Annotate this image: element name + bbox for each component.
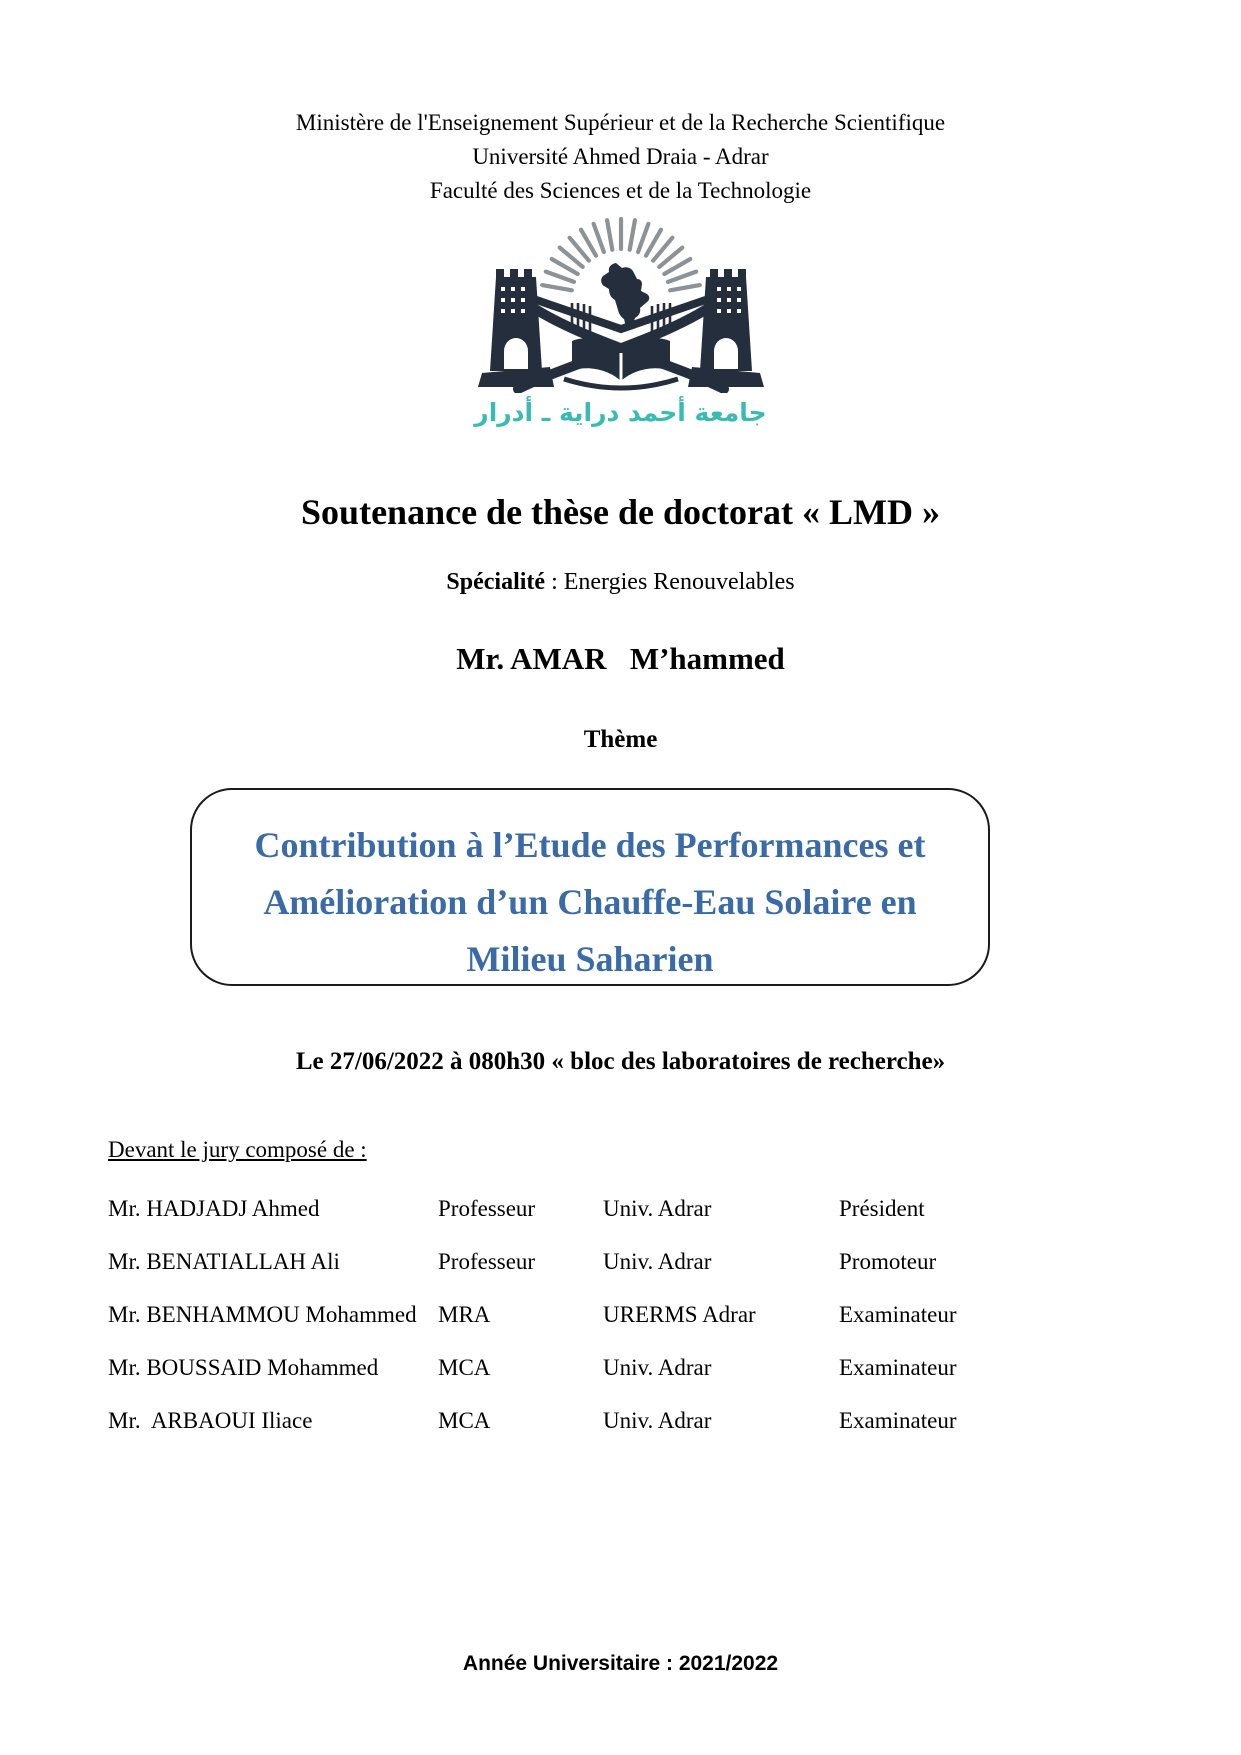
jury-member-grade: MRA (438, 1301, 491, 1327)
ministry-line: Ministère de l'Enseignement Supérieur et… (295, 110, 946, 135)
left-tower-icon (477, 269, 554, 387)
jury-member-affiliation: Univ. Adrar (603, 1407, 712, 1433)
thesis-title-line-3: Milieu Saharien (466, 939, 714, 979)
jury-heading: Devant le jury composé de : (108, 1137, 367, 1162)
theme-heading: Thème (583, 726, 658, 753)
jury-row: Mr. HADJADJ Ahmed Professeur Univ. Adrar… (108, 1182, 1191, 1235)
specialty-value: : Energies Renouvelables (545, 569, 795, 595)
jury-member-name: Mr. BENHAMMOU Mohammed (108, 1301, 417, 1327)
university-logo-graphic (477, 216, 764, 394)
defense-datetime-line: Le 27/06/2022 à 080h30 « bloc des labora… (295, 1048, 946, 1075)
jury-row: Mr. BENATIALLAH Ali Professeur Univ. Adr… (108, 1235, 1191, 1288)
thesis-title-line-1: Contribution à l’Etude des Performances … (254, 825, 926, 865)
jury-member-name: Mr. ARBAOUI Iliace (108, 1407, 313, 1433)
document-header: Ministère de l'Enseignement Supérieur et… (0, 106, 1241, 208)
logo-dark-shapes (477, 263, 764, 394)
jury-member-role: Examinateur (839, 1354, 957, 1380)
sun-rays-icon (539, 216, 702, 293)
university-arabic-name: جامعة أحمد دراية ـ أدرار (474, 398, 767, 427)
africa-icon (600, 263, 649, 330)
jury-member-grade: Professeur (438, 1248, 536, 1274)
jury-member-name: Mr. BENATIALLAH Ali (108, 1248, 340, 1274)
jury-member-grade: MCA (438, 1354, 491, 1380)
jury-member-affiliation: Univ. Adrar (603, 1354, 712, 1380)
candidate-name: Mr. AMAR M’hammed (456, 641, 785, 676)
university-line: Université Ahmed Draia - Adrar (472, 144, 769, 169)
specialty-line: Spécialité : Energies Renouvelables (0, 569, 1241, 596)
page-title: Soutenance de thèse de doctorat « LMD » (301, 492, 940, 532)
academic-year-footer: Année Universitaire : 2021/2022 (462, 1652, 779, 1675)
jury-row: Mr. BENHAMMOU Mohammed MRA URERMS Adrar … (108, 1288, 1191, 1341)
jury-member-role: Promoteur (839, 1248, 937, 1274)
jury-member-name: Mr. HADJADJ Ahmed (108, 1195, 320, 1221)
jury-member-role: Examinateur (839, 1301, 957, 1327)
jury-member-grade: MCA (438, 1407, 491, 1433)
specialty-label: Spécialité (446, 569, 546, 595)
jury-member-role: Président (839, 1195, 925, 1221)
faculty-line: Faculté des Sciences et de la Technologi… (429, 178, 812, 203)
jury-member-affiliation: Univ. Adrar (603, 1195, 712, 1221)
jury-member-affiliation: Univ. Adrar (603, 1248, 712, 1274)
right-tower-icon (687, 269, 764, 387)
thesis-title-line-2: Amélioration d’un Chauffe-Eau Solaire en (263, 882, 917, 922)
jury-member-name: Mr. BOUSSAID Mohammed (108, 1354, 379, 1380)
jury-table: Mr. HADJADJ Ahmed Professeur Univ. Adrar… (108, 1182, 1191, 1447)
jury-member-grade: Professeur (438, 1195, 536, 1221)
open-book-icon (562, 338, 679, 391)
jury-member-affiliation: URERMS Adrar (603, 1301, 756, 1327)
jury-row: Mr. ARBAOUI Iliace MCA Univ. Adrar Exami… (108, 1394, 1191, 1447)
thesis-title-box: Contribution à l’Etude des Performances … (190, 788, 990, 986)
jury-row: Mr. BOUSSAID Mohammed MCA Univ. Adrar Ex… (108, 1341, 1191, 1394)
university-logo: جامعة أحمد دراية ـ أدرار (0, 203, 1241, 427)
jury-member-role: Examinateur (839, 1407, 957, 1433)
